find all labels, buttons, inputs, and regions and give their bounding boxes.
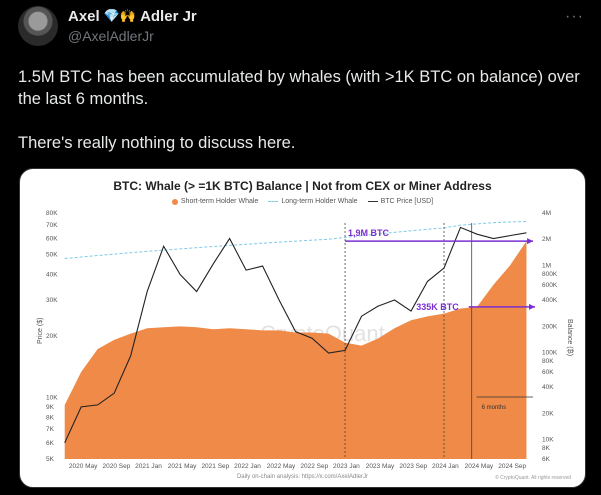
legend-label-short-term: Short-term Holder Whale — [180, 198, 259, 205]
display-name-suffix[interactable]: Adler Jr — [140, 8, 197, 25]
y-tick-left: 30K — [46, 297, 58, 304]
annotation-top-label: 1,9M BTC — [348, 228, 390, 238]
y-tick-right: 60K — [542, 369, 554, 376]
y-tick-left: 40K — [46, 272, 58, 279]
legend-item-price: BTC Price [USD] — [367, 198, 434, 205]
y-tick-right: 2M — [542, 236, 551, 243]
x-tick: 2020 May — [69, 463, 98, 470]
x-tick: 2023 Sep — [399, 463, 427, 470]
x-tick: 2022 May — [267, 463, 296, 470]
x-tick: 2022 Jan — [234, 463, 261, 470]
display-name[interactable]: Axel — [68, 8, 100, 25]
x-tick: 2023 Jan — [333, 463, 360, 470]
x-tick: 2021 May — [168, 463, 197, 470]
chart-credit: © CryptoQuant. All rights reserved — [495, 475, 571, 481]
y-tick-right: 80K — [542, 358, 554, 365]
legend-label-long-term: Long-term Holder Whale — [281, 198, 358, 205]
chart-title: BTC: Whale (> =1K BTC) Balance | Not fro… — [113, 179, 492, 193]
y-tick-left: 20K — [46, 333, 58, 340]
more-horizontal-icon[interactable]: ··· — [565, 8, 584, 25]
y-tick-left: 9K — [46, 404, 55, 411]
short-term-holder-area — [64, 241, 527, 459]
y-tick-left: 70K — [46, 222, 58, 229]
y-tick-left: 10K — [46, 395, 58, 402]
y-tick-right: 200K — [542, 323, 558, 330]
y-tick-left: 80K — [46, 210, 58, 217]
y-tick-right: 20K — [542, 410, 554, 417]
y-tick-right: 4M — [542, 210, 551, 217]
annotation-start-label: 335K BTC — [416, 302, 459, 312]
y-tick-left: 60K — [46, 236, 58, 243]
y-tick-left: 8K — [46, 414, 55, 421]
tweet-header: Axel 💎🙌 Adler Jr @AxelAdlerJr ··· — [18, 6, 588, 46]
annotation-window-label: 6 months — [482, 405, 507, 411]
x-tick: 2022 Sep — [300, 463, 328, 470]
x-tick: 2024 May — [465, 463, 494, 470]
author-name[interactable]: Axel 💎🙌 Adler Jr — [68, 8, 197, 25]
x-tick: 2024 Jan — [432, 463, 459, 470]
y-tick-right: 100K — [542, 350, 558, 357]
legend-item-short-term: Short-term Holder Whale — [171, 198, 259, 205]
x-tick: 2024 Sep — [498, 463, 526, 470]
y-tick-right: 1M — [542, 262, 551, 269]
x-tick: 2020 Sep — [103, 463, 131, 470]
x-tick: 2023 May — [366, 463, 395, 470]
y-axis-label-left: Price ($) — [37, 318, 44, 344]
y-tick-right: 600K — [542, 282, 558, 289]
tweet-text: 1.5M BTC has been accumulated by whales … — [18, 68, 580, 152]
y-tick-right: 400K — [542, 297, 558, 304]
y-tick-left: 5K — [46, 456, 55, 463]
annotation-top-arrow — [527, 238, 534, 245]
chart-card[interactable]: CryptoQuant80K70K60K50K40K30K20K10K9K8K7… — [19, 168, 586, 488]
y-tick-right: 40K — [542, 384, 554, 391]
y-tick-right: 10K — [542, 437, 554, 444]
avatar[interactable] — [18, 6, 58, 46]
btc-price-line — [64, 226, 527, 444]
y-tick-right: 800K — [542, 271, 558, 278]
y-tick-left: 7K — [46, 426, 55, 433]
x-tick: 2021 Sep — [201, 463, 229, 470]
x-tick: 2021 Jan — [135, 463, 162, 470]
chart-footer: Daily on-chain analysis: https://x.com/A… — [236, 474, 369, 480]
y-axis-label-right: Balance (₿) — [566, 319, 574, 356]
long-term-holder-line — [64, 220, 527, 260]
annotation-start-arrow — [529, 303, 536, 310]
y-tick-left: 50K — [46, 252, 58, 259]
legend-label-price: BTC Price [USD] — [380, 198, 434, 205]
badge-emojis: 💎🙌 — [103, 9, 137, 24]
y-tick-left: 6K — [46, 440, 55, 447]
chart-svg: CryptoQuant80K70K60K50K40K30K20K10K9K8K7… — [37, 210, 574, 470]
author-handle[interactable]: @AxelAdlerJr — [68, 28, 154, 44]
y-tick-right: 6K — [542, 456, 551, 463]
y-tick-right: 8K — [542, 445, 551, 452]
chart-legend: Short-term Holder Whale Long-term Holder… — [20, 198, 585, 205]
legend-item-long-term: Long-term Holder Whale — [268, 198, 358, 205]
